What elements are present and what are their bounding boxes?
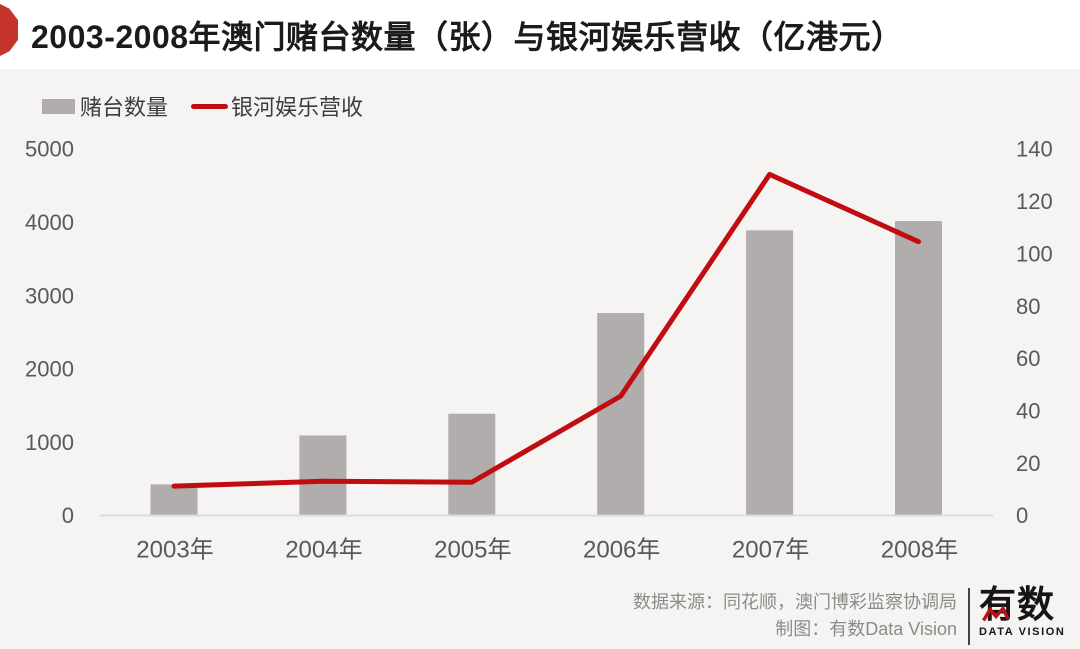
credit-note: 制图：有数Data Vision xyxy=(775,619,957,639)
x-axis-label-2008年: 2008年 xyxy=(881,536,958,563)
legend-line-label: 银河娱乐营收 xyxy=(231,95,364,120)
right-axis-tick-40: 40 xyxy=(1016,398,1040,423)
left-axis-tick-0: 0 xyxy=(62,503,74,528)
bar-2005年 xyxy=(448,413,496,516)
x-axis-label-2005年: 2005年 xyxy=(434,536,511,563)
bar-2004年 xyxy=(299,435,347,516)
left-axis-tick-5000: 5000 xyxy=(25,137,74,162)
bar-2003年 xyxy=(150,484,198,516)
logo-text: 有数 xyxy=(979,584,1055,625)
bar-2007年 xyxy=(746,230,794,516)
right-axis-tick-60: 60 xyxy=(1016,346,1040,371)
brand-logo: 有数 DATA VISION xyxy=(979,584,1071,639)
right-axis-tick-140: 140 xyxy=(1016,137,1053,162)
right-axis-tick-0: 0 xyxy=(1016,503,1028,528)
right-axis-tick-100: 100 xyxy=(1016,241,1053,266)
right-axis-tick-80: 80 xyxy=(1016,294,1040,319)
page-title: 2003-2008年澳门赌台数量（张）与银河娱乐营收（亿港元） xyxy=(31,18,904,55)
legend-bar-swatch xyxy=(42,98,75,114)
x-axis-label-2007年: 2007年 xyxy=(732,536,809,563)
left-axis-tick-4000: 4000 xyxy=(25,210,74,235)
x-axis-label-2003年: 2003年 xyxy=(136,536,213,563)
title-bar: 2003-2008年澳门赌台数量（张）与银河娱乐营收（亿港元） xyxy=(0,0,1080,69)
chart-legend: 赌台数量 银河娱乐营收 xyxy=(42,93,364,120)
legend-line-swatch xyxy=(191,103,229,109)
bar-2008年 xyxy=(895,221,942,516)
bar-2006年 xyxy=(597,313,645,516)
right-axis-tick-20: 20 xyxy=(1016,451,1040,476)
x-axis-label-2004年: 2004年 xyxy=(285,536,362,563)
left-axis-tick-2000: 2000 xyxy=(25,357,74,382)
title-accent-hexagon xyxy=(0,4,18,56)
left-axis-tick-3000: 3000 xyxy=(25,283,74,308)
legend-bar-label: 赌台数量 xyxy=(80,95,169,120)
data-source-note: 数据来源：同花顺，澳门博彩监察协调局 xyxy=(633,592,957,612)
footer-notes: 数据来源：同花顺，澳门博彩监察协调局 制图：有数Data Vision xyxy=(633,589,957,643)
right-axis-tick-120: 120 xyxy=(1016,189,1053,214)
logo-zigzag-icon xyxy=(982,606,1010,622)
revenue-line xyxy=(171,171,921,489)
logo-subtext: DATA VISION xyxy=(979,626,1066,638)
x-axis-label-2006年: 2006年 xyxy=(583,536,660,563)
left-axis-tick-1000: 1000 xyxy=(25,430,74,455)
footer-divider xyxy=(968,588,970,645)
